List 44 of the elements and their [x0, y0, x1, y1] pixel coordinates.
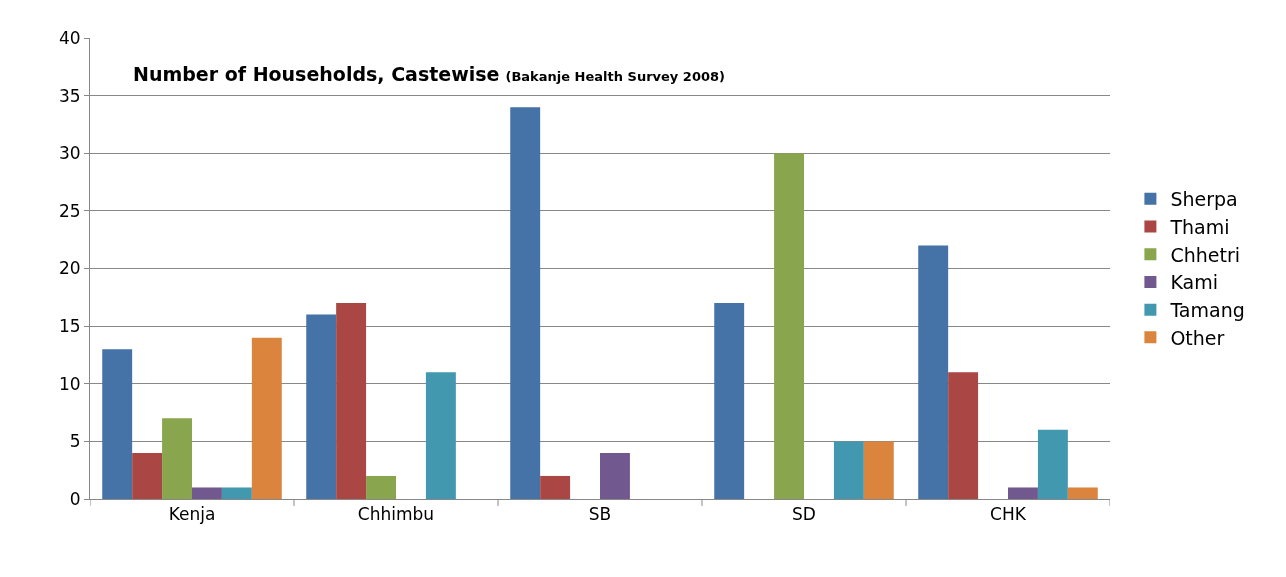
bar [714, 303, 745, 499]
legend-label: Sherpa [1170, 188, 1238, 211]
legend-label: Other [1170, 326, 1225, 349]
x-tick-label: Kenja [168, 504, 216, 525]
bar [1008, 487, 1038, 499]
legend-label: Kami [1170, 271, 1218, 294]
bar [918, 245, 949, 499]
bar [221, 487, 252, 499]
legend-label: Chhetri [1170, 243, 1240, 266]
bar [192, 487, 222, 499]
bar [1037, 429, 1068, 499]
bar [774, 153, 804, 499]
y-tick-label: 10 [58, 373, 81, 394]
y-tick-label: 20 [58, 258, 81, 279]
bar [425, 372, 456, 499]
legend-label: Tamang [1169, 299, 1245, 322]
bar [102, 349, 133, 499]
x-tick-label: CHK [990, 504, 1027, 525]
x-tick-label: SB [588, 504, 612, 525]
y-tick-label: 15 [58, 316, 81, 337]
y-tick-label: 5 [69, 431, 81, 452]
bar [1067, 487, 1098, 499]
legend-label: Thami [1169, 215, 1230, 238]
bar [251, 337, 282, 499]
bar [863, 441, 894, 499]
bar [510, 107, 541, 499]
x-tick-label: Chhimbu [357, 504, 435, 525]
bar [948, 372, 979, 499]
bar [162, 418, 192, 499]
bar [540, 475, 571, 499]
y-tick-label: 0 [69, 488, 81, 509]
text: Number of Households, Castewise [133, 63, 500, 85]
y-tick-label: 25 [58, 200, 81, 221]
bar [132, 452, 163, 499]
x-tick-label: SD [792, 504, 816, 525]
y-tick-label: 35 [58, 85, 81, 106]
bar [366, 475, 396, 499]
bar [306, 314, 337, 499]
y-tick-label: 40 [58, 27, 81, 48]
bar [833, 441, 864, 499]
bar [600, 452, 630, 499]
text: (Bakanje Health Survey 2008) [505, 69, 725, 84]
bar [336, 303, 367, 499]
y-tick-label: 30 [58, 143, 81, 164]
